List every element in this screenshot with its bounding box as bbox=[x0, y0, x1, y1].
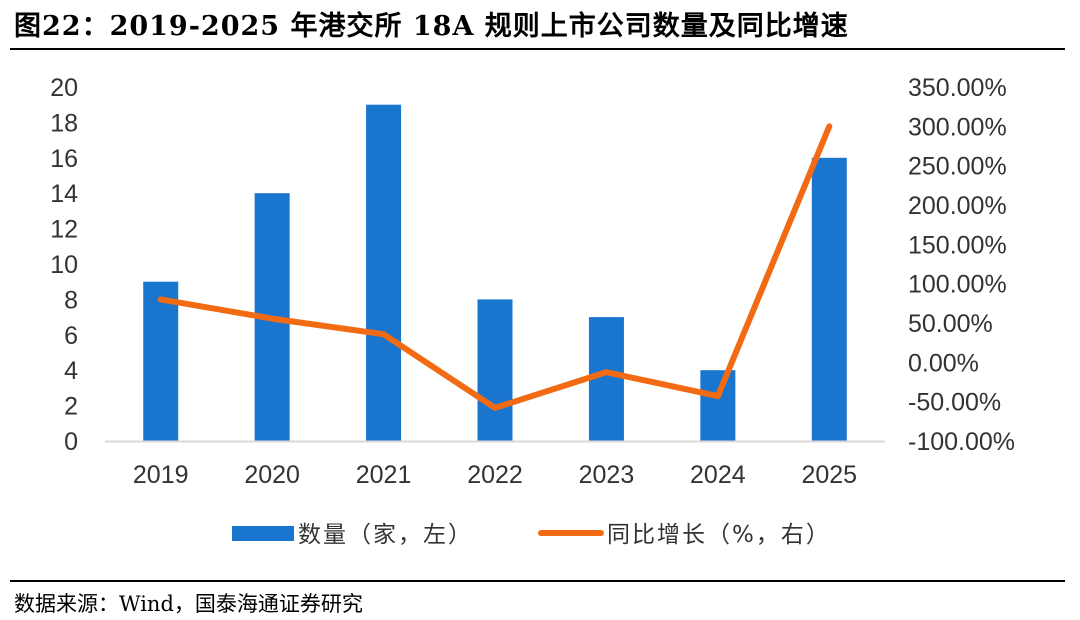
right-tick-label: -50.00% bbox=[908, 389, 1001, 417]
left-tick-label: 6 bbox=[64, 322, 78, 350]
right-tick-label: -100.00% bbox=[908, 428, 1015, 456]
left-tick-label: 18 bbox=[50, 109, 78, 137]
right-tick-label: 0.00% bbox=[908, 349, 979, 377]
right-tick-label: 200.00% bbox=[908, 192, 1007, 220]
right-tick-label: 150.00% bbox=[908, 231, 1007, 259]
left-tick-label: 20 bbox=[50, 74, 78, 102]
x-tick-label: 2019 bbox=[133, 461, 189, 489]
right-tick-label: 350.00% bbox=[908, 74, 1007, 102]
right-tick-label: 100.00% bbox=[908, 271, 1007, 299]
legend: 数量（家，左） 同比增长（%，右） bbox=[232, 522, 831, 548]
left-tick-label: 14 bbox=[50, 180, 78, 208]
bar-series bbox=[143, 104, 847, 442]
top-rule bbox=[10, 48, 1065, 50]
x-tick-label: 2024 bbox=[690, 461, 746, 489]
left-tick-label: 4 bbox=[64, 357, 78, 385]
left-tick-label: 0 bbox=[64, 428, 78, 456]
legend-bar-swatch bbox=[232, 526, 294, 541]
left-tick-label: 8 bbox=[64, 286, 78, 314]
left-tick-label: 10 bbox=[50, 251, 78, 279]
left-axis: 0 2 4 6 8 10 12 14 16 18 20 bbox=[50, 74, 78, 456]
left-tick-label: 12 bbox=[50, 216, 78, 244]
combo-chart: 0 2 4 6 8 10 12 14 16 18 20 -100.00% -50.00% 0.00% 50… bbox=[50, 74, 1015, 548]
legend-line-label: 同比增长（%，右） bbox=[607, 522, 831, 548]
bottom-rule bbox=[10, 580, 1065, 582]
x-axis: 2019 2020 2021 2022 2023 2024 2025 bbox=[133, 126, 857, 489]
right-tick-label: 300.00% bbox=[908, 113, 1007, 141]
bar bbox=[143, 281, 179, 441]
x-tick-label: 2025 bbox=[801, 461, 857, 489]
x-tick-label: 2023 bbox=[579, 461, 635, 489]
left-tick-label: 2 bbox=[64, 393, 78, 421]
bar bbox=[366, 104, 402, 441]
source-note: 数据来源：Wind，国泰海通证券研究 bbox=[14, 592, 363, 616]
x-tick-label: 2021 bbox=[356, 461, 412, 489]
left-tick-label: 16 bbox=[50, 145, 78, 173]
right-tick-label: 50.00% bbox=[908, 310, 993, 338]
right-tick-label: 250.00% bbox=[908, 153, 1007, 181]
legend-bar-label: 数量（家，左） bbox=[298, 522, 473, 548]
figure-title: 图22：2019-2025 年港交所 18A 规则上市公司数量及同比增速 bbox=[14, 11, 849, 42]
x-tick-label: 2022 bbox=[467, 461, 523, 489]
bar bbox=[811, 157, 847, 442]
x-tick-label: 2020 bbox=[244, 461, 300, 489]
bar bbox=[700, 370, 736, 441]
right-axis: -100.00% -50.00% 0.00% 50.00% 100.00% 150.00%… bbox=[908, 74, 1015, 456]
bar bbox=[477, 299, 513, 441]
